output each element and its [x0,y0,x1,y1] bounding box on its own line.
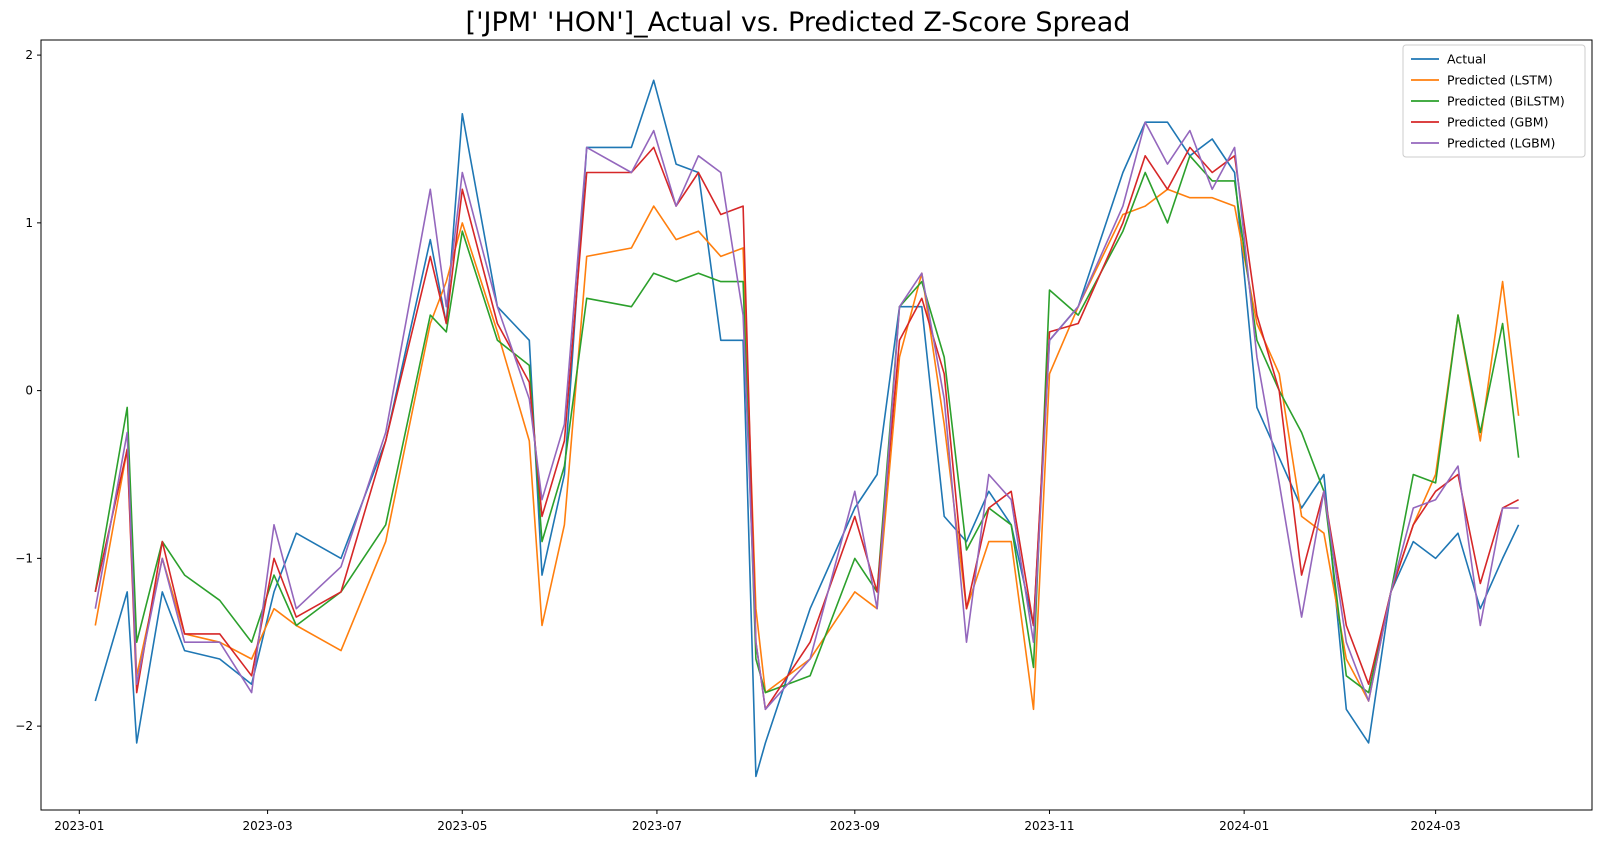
y-tick-label: 0 [25,384,33,398]
legend-label: Predicted (BiLSTM) [1447,94,1565,109]
legend-label: Predicted (GBM) [1447,115,1548,130]
x-tick-label: 2023-09 [830,819,880,833]
legend-label: Predicted (LGBM) [1447,136,1555,151]
y-tick-label: −1 [15,551,33,565]
series-line-2 [94,155,1520,694]
x-axis: 2023-01 2023-03 2023-05 2023-07 2023-09 2023-… [54,810,1461,833]
x-tick-label: 2023-03 [243,819,293,833]
series-line-3 [94,146,1519,711]
legend-box [1402,44,1586,158]
y-tick-label: −2 [15,719,33,733]
x-tick-label: 2023-05 [437,819,487,833]
x-tick-label: 2023-11 [1024,819,1074,833]
series-line-1 [94,188,1520,711]
legend: Actual Predicted (LSTM) Predicted (BiLSTM)… [1402,44,1586,158]
legend-label: Predicted (LSTM) [1447,73,1553,88]
y-tick-label: 2 [25,48,33,62]
y-axis: −2 −1 0 1 2 [15,48,41,733]
series-line-4 [94,121,1519,711]
x-tick-label: 2024-03 [1411,819,1461,833]
x-tick-label: 2023-07 [632,819,682,833]
x-tick-label: 2024-01 [1219,819,1269,833]
series-layer [94,79,1520,778]
chart-title: ['JPM' 'HON']_Actual vs. Predicted Z-Sco… [466,7,1131,38]
series-line-0 [94,79,1520,778]
y-tick-label: 1 [25,216,33,230]
x-tick-label: 2023-01 [54,819,104,833]
legend-label: Actual [1447,52,1486,67]
plot-area-frame [40,39,1593,811]
